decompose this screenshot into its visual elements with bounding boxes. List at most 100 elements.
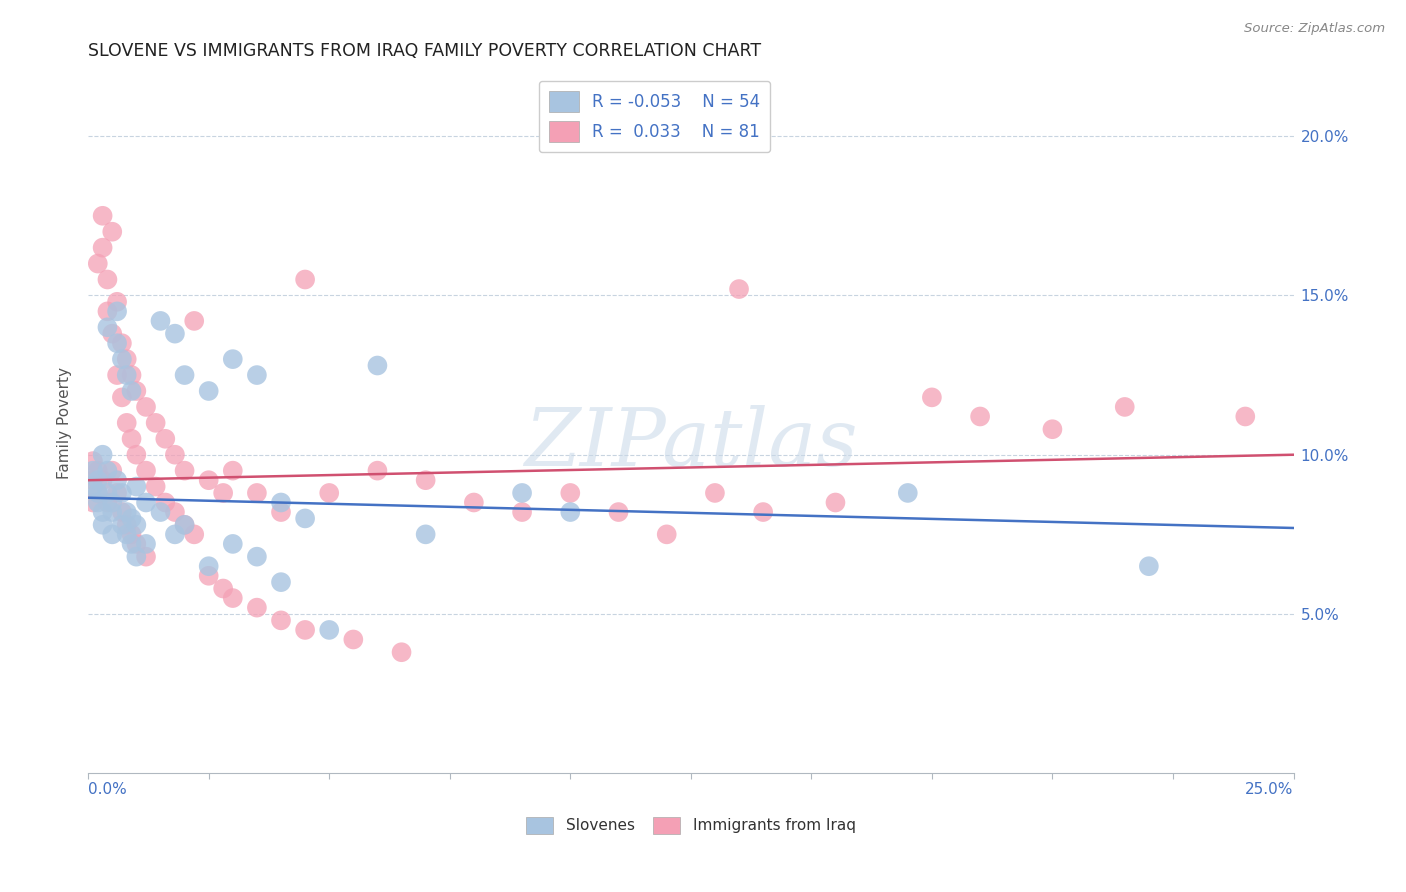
Point xyxy=(163,527,186,541)
Point xyxy=(463,495,485,509)
Point xyxy=(111,505,134,519)
Point xyxy=(212,486,235,500)
Point xyxy=(342,632,364,647)
Point xyxy=(121,432,143,446)
Point xyxy=(246,600,269,615)
Point xyxy=(121,384,143,398)
Point xyxy=(1042,422,1064,436)
Point xyxy=(222,352,245,367)
Point xyxy=(87,486,110,500)
Point xyxy=(1114,400,1136,414)
Point xyxy=(173,368,195,382)
Point xyxy=(607,505,630,519)
Point xyxy=(391,645,413,659)
Point xyxy=(91,473,114,487)
Point xyxy=(115,368,138,382)
Point xyxy=(105,486,128,500)
Point xyxy=(87,464,110,478)
Point xyxy=(125,537,148,551)
Point xyxy=(101,326,124,341)
Point xyxy=(96,320,118,334)
Point xyxy=(752,505,775,519)
Point xyxy=(91,241,114,255)
Point xyxy=(101,505,124,519)
Point xyxy=(294,511,316,525)
Point xyxy=(105,336,128,351)
Point xyxy=(1137,559,1160,574)
Point xyxy=(115,517,138,532)
Point xyxy=(655,527,678,541)
Point xyxy=(125,549,148,564)
Point xyxy=(824,495,846,509)
Point xyxy=(91,448,114,462)
Point xyxy=(270,495,292,509)
Point xyxy=(897,486,920,500)
Point xyxy=(183,527,205,541)
Point xyxy=(149,505,172,519)
Point xyxy=(111,486,134,500)
Point xyxy=(125,517,148,532)
Point xyxy=(105,368,128,382)
Point xyxy=(121,368,143,382)
Point xyxy=(111,352,134,367)
Point xyxy=(510,505,533,519)
Point xyxy=(222,591,245,605)
Point xyxy=(415,473,437,487)
Point xyxy=(121,537,143,551)
Point xyxy=(101,464,124,478)
Y-axis label: Family Poverty: Family Poverty xyxy=(58,367,72,479)
Point xyxy=(121,527,143,541)
Point xyxy=(105,304,128,318)
Point xyxy=(197,473,219,487)
Point xyxy=(155,432,177,446)
Point xyxy=(163,448,186,462)
Point xyxy=(87,256,110,270)
Point xyxy=(87,486,110,500)
Text: ZIPatlas: ZIPatlas xyxy=(524,405,858,483)
Point xyxy=(87,495,110,509)
Point xyxy=(82,454,104,468)
Point xyxy=(135,464,157,478)
Point xyxy=(125,479,148,493)
Point xyxy=(366,464,388,478)
Point xyxy=(270,575,292,590)
Point xyxy=(173,464,195,478)
Point xyxy=(510,486,533,500)
Point xyxy=(318,486,340,500)
Text: 0.0%: 0.0% xyxy=(89,781,127,797)
Point xyxy=(246,486,269,500)
Text: SLOVENE VS IMMIGRANTS FROM IRAQ FAMILY POVERTY CORRELATION CHART: SLOVENE VS IMMIGRANTS FROM IRAQ FAMILY P… xyxy=(89,42,761,60)
Point xyxy=(197,559,219,574)
Point xyxy=(560,505,582,519)
Point xyxy=(270,613,292,627)
Point xyxy=(155,495,177,509)
Point xyxy=(1234,409,1257,424)
Point xyxy=(246,549,269,564)
Point xyxy=(115,352,138,367)
Point xyxy=(96,495,118,509)
Point xyxy=(105,294,128,309)
Point xyxy=(270,505,292,519)
Point xyxy=(135,549,157,564)
Point xyxy=(135,495,157,509)
Point xyxy=(121,511,143,525)
Point xyxy=(173,517,195,532)
Point xyxy=(82,495,104,509)
Point xyxy=(82,473,104,487)
Text: Source: ZipAtlas.com: Source: ZipAtlas.com xyxy=(1244,22,1385,36)
Point xyxy=(82,464,104,478)
Point xyxy=(560,486,582,500)
Point xyxy=(101,527,124,541)
Point xyxy=(91,505,114,519)
Point xyxy=(197,384,219,398)
Point xyxy=(222,537,245,551)
Point xyxy=(145,479,167,493)
Point xyxy=(96,304,118,318)
Point xyxy=(163,505,186,519)
Point xyxy=(163,326,186,341)
Point xyxy=(703,486,725,500)
Point xyxy=(82,479,104,493)
Point xyxy=(115,416,138,430)
Point xyxy=(87,473,110,487)
Point xyxy=(212,582,235,596)
